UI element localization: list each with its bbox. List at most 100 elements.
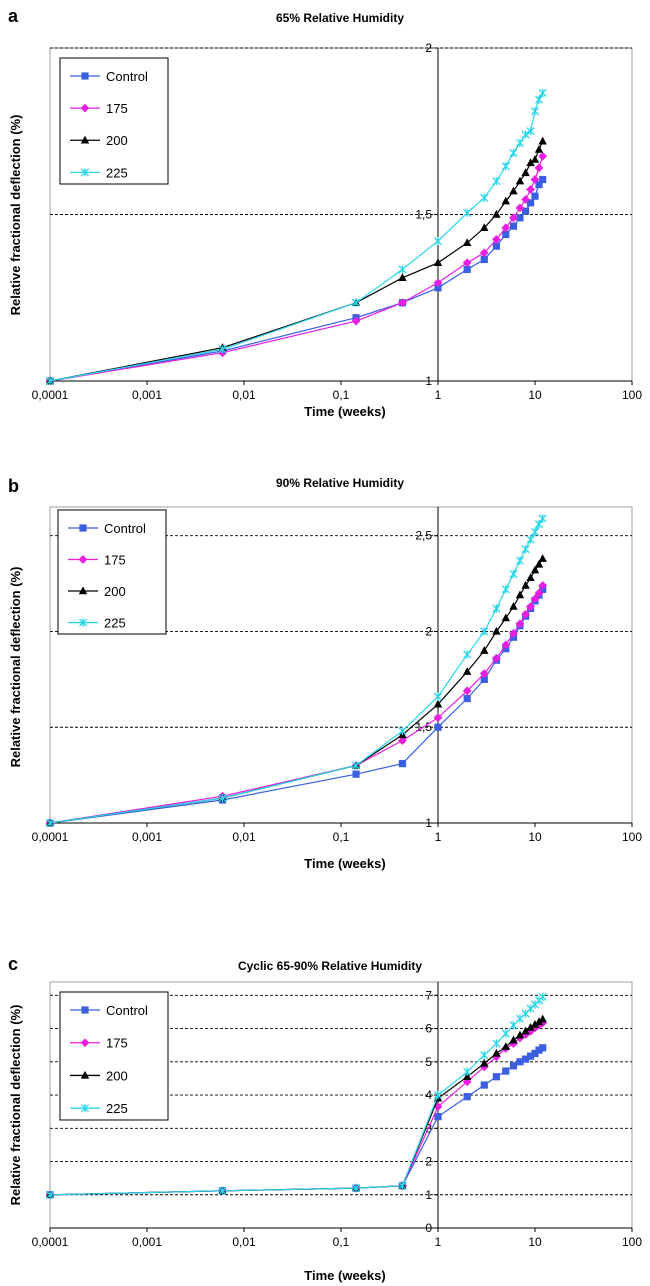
x-tick-label: 0,01 — [232, 388, 256, 402]
y-tick-label: 5 — [425, 1055, 432, 1069]
data-point — [462, 1072, 472, 1080]
x-axis-label: Time (weeks) — [304, 856, 385, 871]
chart-title: 65% Relative Humidity — [276, 11, 404, 25]
data-point — [509, 186, 518, 195]
data-point — [538, 992, 547, 1002]
data-point — [492, 626, 501, 635]
legend-box — [59, 991, 169, 1121]
data-point — [515, 203, 525, 213]
data-point — [509, 629, 518, 638]
legend-label: 175 — [106, 101, 128, 116]
y-axis-label: Relative fractional deflection (%) — [8, 1005, 23, 1206]
data-point — [539, 175, 547, 184]
data-point — [521, 1055, 530, 1063]
x-tick-label: 0,001 — [132, 830, 162, 844]
data-point — [433, 1102, 443, 1112]
data-point — [462, 238, 472, 247]
data-point — [463, 265, 471, 274]
legend-marker — [80, 1104, 90, 1113]
series-225 — [45, 514, 547, 828]
y-tick-label: 2 — [425, 41, 432, 55]
data-point — [492, 209, 501, 218]
data-point — [433, 258, 443, 266]
data-point — [492, 1073, 500, 1081]
legend-marker — [80, 168, 90, 177]
data-point — [521, 130, 530, 139]
x-tick-label: 100 — [622, 1235, 642, 1249]
data-point — [434, 1113, 442, 1121]
data-point — [509, 1035, 518, 1044]
data-point — [463, 650, 472, 659]
data-point — [515, 1030, 525, 1039]
data-point — [352, 761, 361, 770]
panel-label: a — [8, 6, 19, 26]
data-point — [530, 175, 540, 184]
data-point — [509, 1062, 518, 1070]
legend: Control 175 200 225 — [59, 57, 169, 185]
data-point — [538, 514, 547, 523]
data-point — [352, 298, 361, 307]
legend-box — [57, 509, 167, 635]
data-point — [462, 667, 472, 675]
chart-panel-b: b 90% Relative Humidity 0,0001 0,001 0,01 0,1… — [8, 476, 642, 871]
legend-label: 175 — [104, 553, 126, 568]
data-point — [398, 760, 407, 768]
series-225 — [45, 992, 547, 1199]
data-point — [480, 1058, 489, 1067]
data-point — [434, 284, 442, 292]
x-tick-label: 10 — [528, 830, 542, 844]
legend-label: Control — [104, 521, 146, 536]
data-point — [515, 138, 525, 148]
data-point — [501, 162, 510, 171]
chart-panel-c: c Cyclic 65-90% Relative Humidity 0,0001 0,… — [8, 954, 642, 1283]
legend-marker — [78, 618, 88, 627]
data-point — [480, 1081, 488, 1089]
x-tick-label: 0,1 — [333, 1235, 350, 1249]
x-tick-label: 0,001 — [132, 1235, 162, 1249]
data-point — [509, 213, 518, 223]
y-tick-label: 0 — [425, 1221, 432, 1235]
data-point — [531, 192, 539, 200]
data-point — [502, 230, 510, 239]
data-point — [480, 223, 489, 232]
data-point — [492, 604, 501, 613]
y-axis-label: Relative fractional deflection (%) — [8, 567, 23, 768]
data-point — [491, 235, 501, 244]
legend-marker — [80, 1070, 90, 1079]
series-line — [49, 558, 544, 824]
data-point — [433, 1090, 443, 1100]
data-point — [515, 1014, 525, 1023]
data-point — [45, 1190, 55, 1199]
data-point — [530, 107, 540, 116]
data-point — [433, 699, 443, 708]
data-point — [509, 1021, 518, 1030]
data-point — [480, 255, 488, 264]
data-point — [501, 1042, 511, 1051]
data-point — [480, 675, 488, 683]
legend-box — [59, 57, 169, 185]
data-point — [433, 713, 443, 723]
data-point — [526, 1052, 535, 1060]
y-tick-label: 6 — [425, 1022, 432, 1036]
data-point — [218, 794, 227, 803]
panel-label: c — [8, 954, 18, 974]
data-point — [509, 569, 518, 579]
data-point — [535, 180, 543, 189]
data-point — [501, 613, 511, 622]
legend-label: Control — [106, 1003, 148, 1018]
legend-label: 200 — [104, 584, 126, 599]
data-point — [433, 278, 443, 288]
data-point — [534, 95, 544, 104]
data-point — [526, 602, 535, 611]
data-point — [398, 1181, 407, 1190]
data-point — [463, 1093, 471, 1101]
data-point — [538, 88, 547, 98]
legend-label: 225 — [104, 616, 126, 631]
data-point — [539, 1044, 547, 1052]
series-line — [49, 585, 544, 824]
data-point — [492, 1048, 501, 1057]
data-point — [501, 223, 511, 233]
x-axis-label: Time (weeks) — [304, 1268, 385, 1283]
data-point — [515, 619, 525, 629]
data-point — [521, 207, 530, 215]
